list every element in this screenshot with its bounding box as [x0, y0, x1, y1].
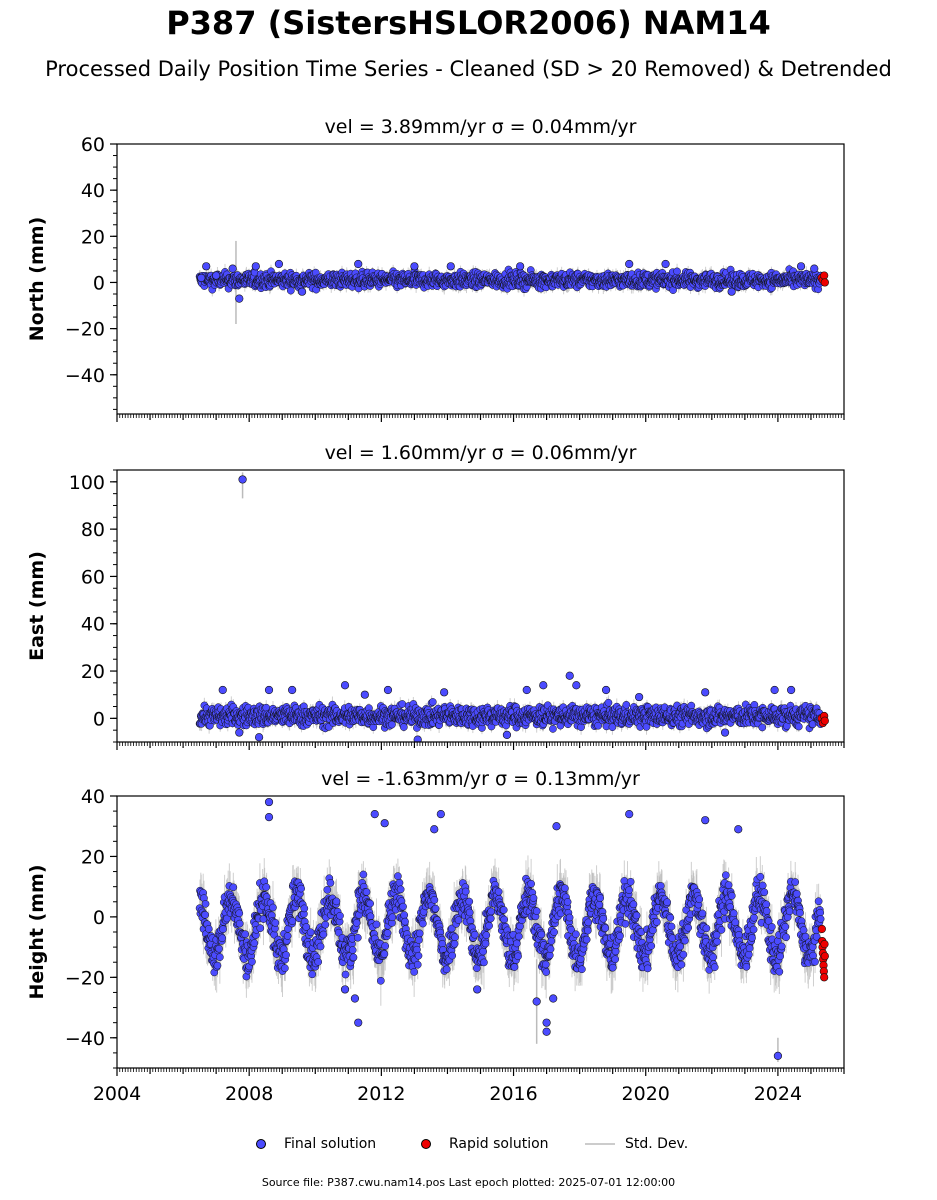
final-point — [727, 287, 736, 296]
final-point — [228, 264, 237, 273]
final-points-1 — [195, 259, 825, 303]
panel-title: vel = 3.89mm/yr σ = 0.04mm/yr — [325, 116, 637, 138]
final-point — [673, 267, 681, 276]
final-point — [251, 262, 260, 271]
final-point — [810, 264, 819, 273]
rapid-points-1 — [817, 271, 829, 287]
final-point — [274, 259, 284, 269]
rapid-point — [820, 278, 829, 287]
final-point — [297, 287, 307, 296]
final-point — [661, 259, 670, 269]
plot-area-1 — [195, 240, 829, 324]
final-point — [446, 262, 455, 271]
rapid-point — [820, 271, 829, 280]
y-tick-label: −20 — [65, 319, 105, 341]
final-point — [796, 262, 806, 271]
final-point — [235, 294, 244, 303]
y-tick-label: 20 — [81, 226, 105, 248]
plot-area-2 — [195, 472, 829, 742]
final-point — [212, 271, 221, 280]
y-tick-label: −40 — [65, 365, 105, 387]
std-dev-bars-2 — [199, 472, 822, 735]
final-point — [410, 262, 419, 271]
y-tick-label: 0 — [93, 272, 105, 294]
final-point — [202, 262, 211, 271]
y-tick-label: 40 — [81, 180, 105, 202]
final-point — [286, 286, 295, 295]
final-point — [516, 262, 525, 271]
final-point — [197, 273, 206, 282]
final-point — [354, 259, 363, 269]
chart-title: P387 (SistersHSLOR2006) NAM14 — [166, 4, 771, 42]
y-axis-label: North (mm) — [26, 217, 48, 342]
y-tick-label: 60 — [81, 134, 105, 156]
final-point — [625, 259, 634, 269]
chart-subtitle: Processed Daily Position Time Series - C… — [45, 57, 892, 81]
